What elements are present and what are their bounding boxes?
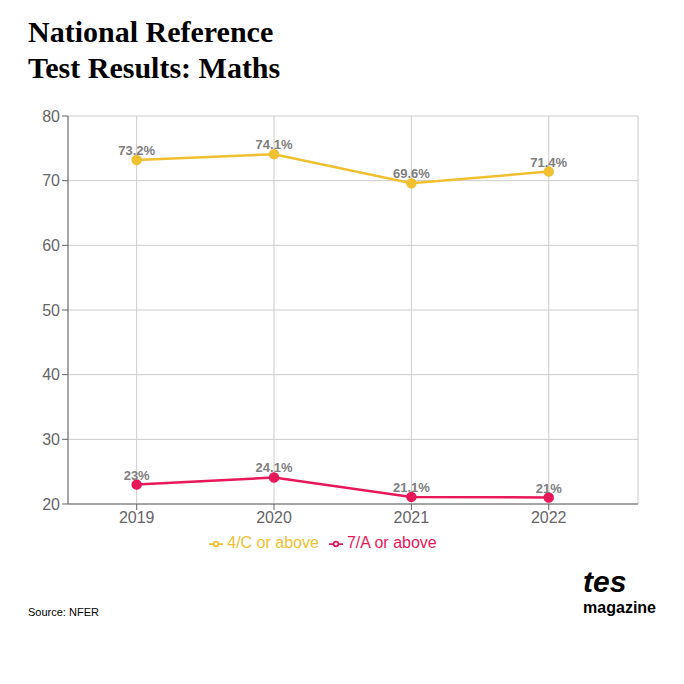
html-text:4/C or above: 4/C or above [227,534,319,551]
svg-text:60: 60 [42,237,60,254]
svg-text:70: 70 [42,172,60,189]
html-text:Source: NFER: Source: NFER [28,606,99,618]
svg-text:40: 40 [42,366,60,383]
svg-text:21%: 21% [536,481,562,496]
html-text:National Reference: National Reference [28,15,274,48]
svg-text:50: 50 [42,302,60,319]
svg-text:21.1%: 21.1% [393,480,430,495]
svg-text:73.2%: 73.2% [118,143,155,158]
svg-text:69.6%: 69.6% [393,166,430,181]
svg-text:2020: 2020 [256,509,292,526]
html-text:7/A or above: 7/A or above [346,534,437,551]
html-text:magazine: magazine [583,599,656,616]
svg-text:74.1%: 74.1% [256,137,293,152]
html-text:Test Results: Maths: Test Results: Maths [28,51,281,84]
svg-text:20: 20 [42,496,60,513]
svg-text:71.4%: 71.4% [530,155,567,170]
svg-text:2022: 2022 [531,509,567,526]
svg-text:2021: 2021 [394,509,430,526]
svg-text:80: 80 [42,108,60,125]
html-text:tes: tes [583,565,627,598]
svg-text:24.1%: 24.1% [256,460,293,475]
svg-text:30: 30 [42,431,60,448]
svg-text:2019: 2019 [119,509,155,526]
svg-text:23%: 23% [124,468,150,483]
